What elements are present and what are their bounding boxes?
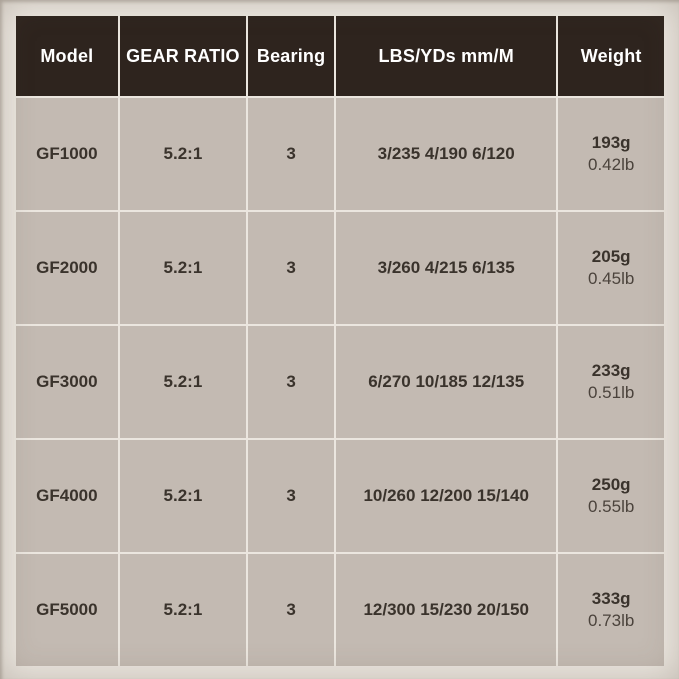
weight-grams: 205g: [591, 246, 631, 266]
gear-ratio-cell: 5.2:1: [119, 554, 247, 666]
weight-grams: 333g: [591, 588, 631, 608]
line-capacity-cell: 12/300 15/230 20/150: [336, 554, 557, 666]
bearing-cell: 3: [248, 98, 335, 210]
gear-ratio-cell: 5.2:1: [119, 440, 247, 552]
line-capacity-cell: 10/260 12/200 15/140: [336, 440, 557, 552]
gear-ratio-cell: 5.2:1: [119, 212, 247, 324]
bearing-cell: 3: [248, 212, 335, 324]
column-header-bearing: Bearing: [248, 16, 335, 96]
line-capacity-cell: 6/270 10/185 12/135: [336, 326, 557, 438]
weight-grams: 250g: [591, 474, 631, 494]
column-header-weight: Weight: [558, 16, 664, 96]
weight-grams: 193g: [591, 132, 631, 152]
weight-cell: 193g 0.42lb: [558, 98, 664, 210]
gear-ratio-cell: 5.2:1: [119, 98, 247, 210]
model-cell: GF4000: [16, 440, 118, 552]
line-capacity-cell: 3/260 4/215 6/135: [336, 212, 557, 324]
weight-cell: 333g 0.73lb: [558, 554, 664, 666]
reel-spec-table: Model GEAR RATIO Bearing LBS/YDs mm/M We…: [16, 16, 664, 666]
column-header-gear-ratio: GEAR RATIO: [119, 16, 247, 96]
gear-ratio-cell: 5.2:1: [119, 326, 247, 438]
weight-cell: 233g 0.51lb: [558, 326, 664, 438]
weight-pounds: 0.42lb: [587, 155, 635, 174]
bearing-cell: 3: [248, 440, 335, 552]
weight-cell: 205g 0.45lb: [558, 212, 664, 324]
bearing-cell: 3: [248, 554, 335, 666]
model-cell: GF3000: [16, 326, 118, 438]
model-cell: GF1000: [16, 98, 118, 210]
weight-cell: 250g 0.55lb: [558, 440, 664, 552]
weight-grams: 233g: [591, 360, 631, 380]
weight-pounds: 0.73lb: [587, 611, 635, 630]
model-cell: GF2000: [16, 212, 118, 324]
weight-pounds: 0.45lb: [587, 269, 635, 288]
line-capacity-cell: 3/235 4/190 6/120: [336, 98, 557, 210]
weight-pounds: 0.51lb: [587, 383, 635, 402]
weight-pounds: 0.55lb: [587, 497, 635, 516]
model-cell: GF5000: [16, 554, 118, 666]
column-header-line-capacity: LBS/YDs mm/M: [336, 16, 557, 96]
bearing-cell: 3: [248, 326, 335, 438]
column-header-model: Model: [16, 16, 118, 96]
